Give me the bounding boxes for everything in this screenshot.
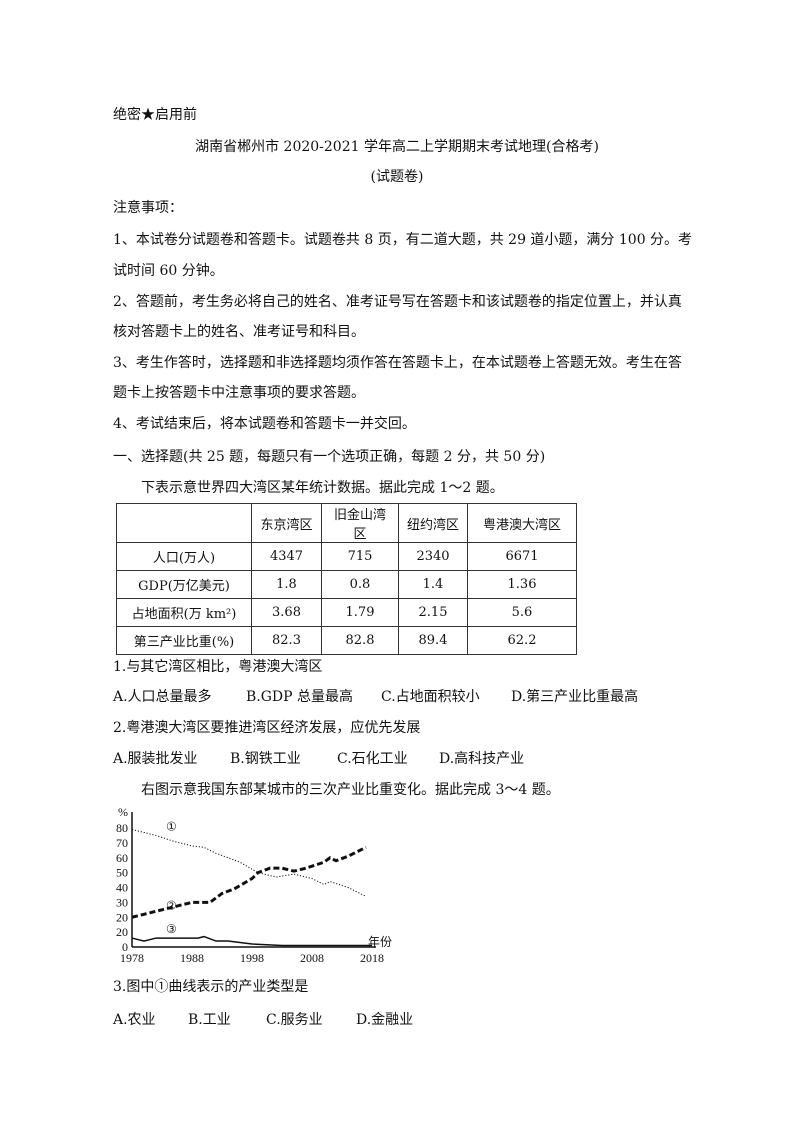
table-cell: 89.4 [398,626,468,655]
secret-label: 绝密★启用前 [113,107,197,123]
bay-area-table: 东京湾区 旧金山湾区 纽约湾区 粤港澳大湾区 人口(万人) 4347 715 2340… [116,503,577,655]
x-tick-label: 1988 [180,951,204,965]
question-3: 3.图中①曲线表示的产业类型是 [113,979,309,995]
y-tick-label: 30 [116,895,128,909]
y-axis-label: % [118,805,128,819]
y-tick-label: 50 [116,866,128,880]
table-header: 旧金山湾区 [321,503,399,543]
x-axis-label: 年份 [368,935,392,949]
x-tick-label: 1998 [240,951,264,965]
option: B.钢铁工业 [230,751,301,767]
y-tick-label: 20 [116,910,128,924]
option: B.工业 [188,1012,231,1028]
option: C.服务业 [266,1012,323,1028]
note-line: 2、答题前，考生务必将自己的姓名、准考证号写在答题卡和该试题卷的指定位置上，并认… [113,294,682,310]
table-row: 占地面积(万 km²) 3.68 1.79 2.15 5.6 [116,598,577,627]
option: D.金融业 [356,1012,414,1028]
y-tick-label: 0 [122,940,128,954]
x-tick-label: 2018 [360,951,384,965]
table-row: GDP(万亿美元) 1.8 0.8 1.4 1.36 [116,570,577,599]
note-line: 试时间 60 分钟。 [113,263,224,279]
table-cell: 4347 [251,542,322,571]
table-cell: 62.2 [467,626,577,655]
series-line [131,935,372,947]
table-cell: 占地面积(万 km²) [116,598,252,627]
table-header: 纽约湾区 [398,503,468,543]
table-header: 粤港澳大湾区 [467,503,577,543]
table-header [116,503,252,543]
table-cell: 2.15 [398,598,468,627]
table-cell: 2340 [398,542,468,571]
option: A.农业 [113,1012,156,1028]
note-line: 4、考试结束后，将本试题卷和答题卡一并交回。 [113,416,416,432]
table-cell: 1.79 [321,598,399,627]
option: A.人口总量最多 [113,689,212,705]
chart-intro: 右图示意我国东部某城市的三次产业比重变化。据此完成 3～4 题。 [141,782,560,798]
table-cell: GDP(万亿美元) [116,570,252,599]
question-1-options: A.人口总量最多 B.GDP 总量最高 C.占地面积较小 D.第三产业比重最高 [113,686,638,706]
option: C.石化工业 [337,751,408,767]
table-cell: 6671 [467,542,577,571]
y-tick-label: 40 [116,881,128,895]
table-cell: 人口(万人) [116,542,252,571]
y-tick-label: 60 [116,851,128,865]
note-line: 1、本试卷分试题卷和答题卡。试题卷共 8 页，有二道大题，共 29 道小题，满分… [113,232,693,248]
y-tick-label: 70 [116,836,128,850]
table-cell: 1.36 [467,570,577,599]
option: B.GDP 总量最高 [246,689,354,705]
option: A.服装批发业 [113,751,198,767]
table-cell: 1.8 [251,570,322,599]
note-line: 核对答题卡上的姓名、准考证号和科目。 [113,324,365,340]
question-3-options: A.农业 B.工业 C.服务业 D.金融业 [113,1009,413,1029]
note-line: 题卡上按答题卡中注意事项的要求答题。 [113,385,365,401]
series-label: ③ [166,922,177,936]
table-row: 人口(万人) 4347 715 2340 6671 [116,542,577,571]
series-line [131,829,367,897]
table-header: 东京湾区 [251,503,322,543]
option: C.占地面积较小 [381,689,480,705]
question-2: 2.粤港澳大湾区要推进湾区经济发展，应优先发展 [113,720,421,736]
exam-title: 湖南省郴州市 2020-2021 学年高二上学期期末考试地理(合格考) [195,139,599,155]
table-cell: 第三产业比重(%) [116,626,252,655]
table-intro: 下表示意世界四大湾区某年统计数据。据此完成 1～2 题。 [141,480,504,496]
series-label: ② [166,898,177,912]
series-line [131,845,367,919]
table-cell: 3.68 [251,598,322,627]
question-1: 1.与其它湾区相比，粤港澳大湾区 [113,659,323,675]
table-cell: 82.8 [321,626,399,655]
x-tick-label: 1978 [120,951,144,965]
table-cell: 0.8 [321,570,399,599]
option: D.高科技产业 [439,751,525,767]
table-cell: 82.3 [251,626,322,655]
table-cell: 1.4 [398,570,468,599]
x-tick-label: 2008 [300,951,324,965]
table-cell: 5.6 [467,598,577,627]
series-label: ① [166,820,177,834]
section-heading: 一、选择题(共 25 题，每题只有一个选项正确，每题 2 分，共 50 分) [113,449,546,465]
exam-subtitle: (试题卷) [370,169,424,185]
y-tick-label: 80 [116,821,128,835]
question-2-options: A.服装批发业 B.钢铁工业 C.石化工业 D.高科技产业 [113,748,524,768]
notes-heading: 注意事项： [113,200,183,216]
table-cell: 715 [321,542,399,571]
table-header-row: 东京湾区 旧金山湾区 纽约湾区 粤港澳大湾区 [116,503,577,543]
note-line: 3、考生作答时，选择题和非选择题均须作答在答题卡上，在本试题卷上答题无效。考生在… [113,355,682,371]
table-row: 第三产业比重(%) 82.3 82.8 89.4 62.2 [116,626,577,655]
option: D.第三产业比重最高 [511,689,639,705]
y-tick-label: 20 [116,925,128,939]
